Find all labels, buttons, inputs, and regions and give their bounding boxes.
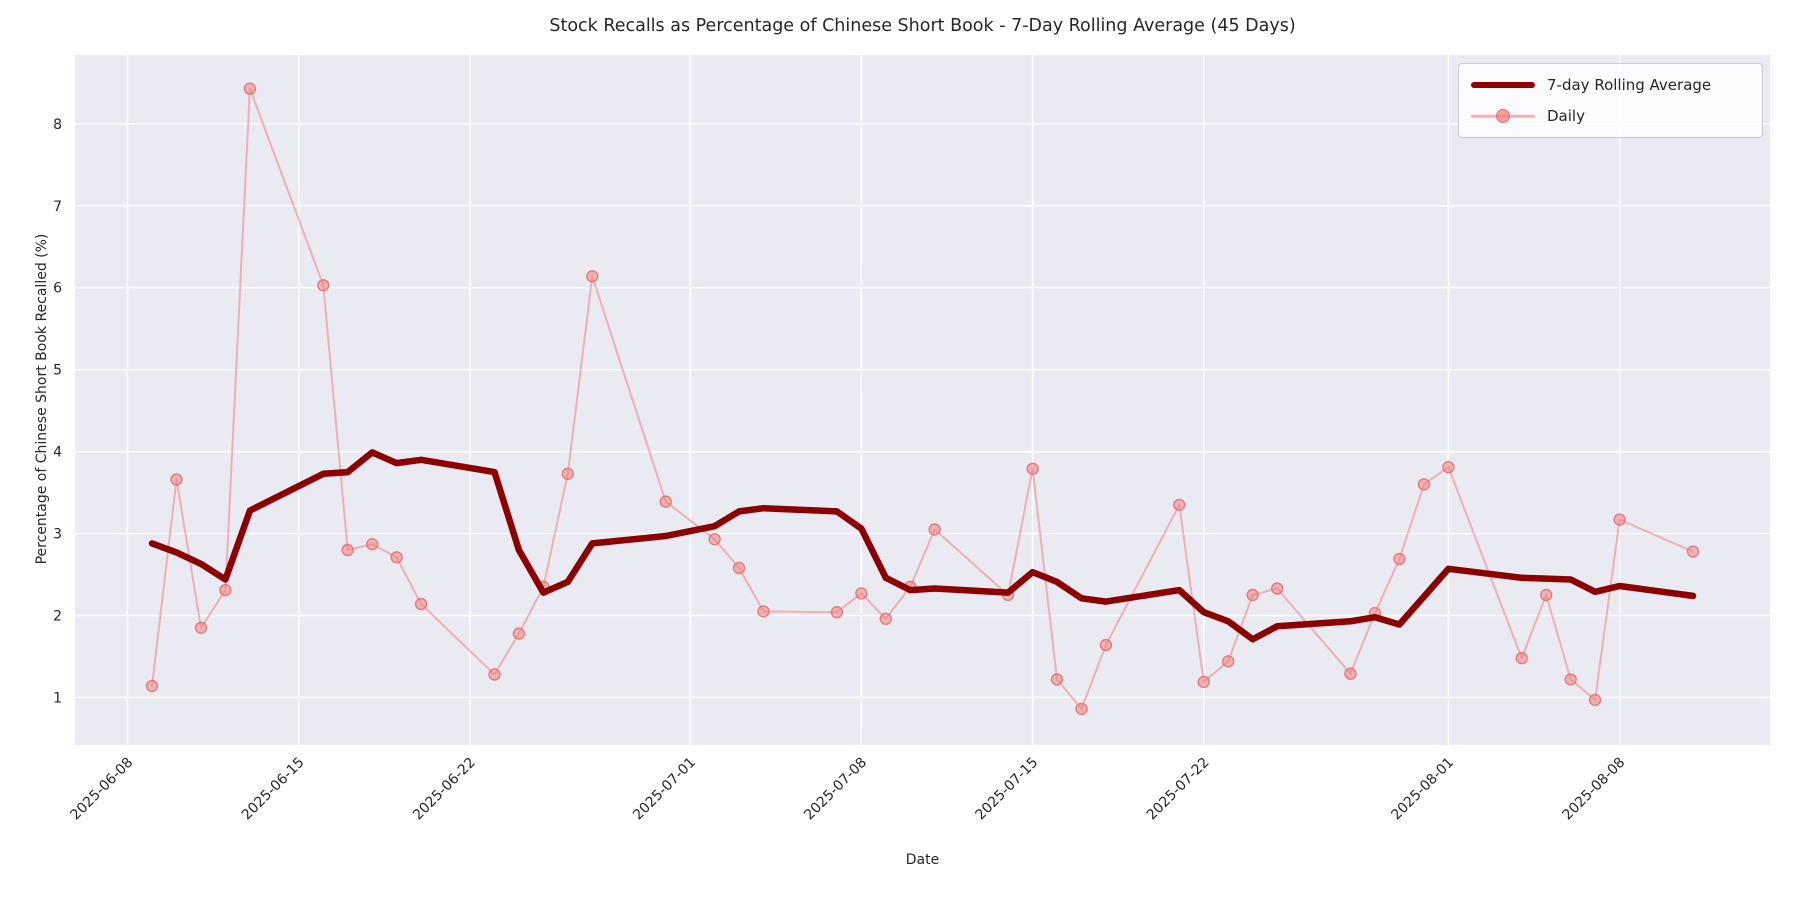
- y-tick-label: 3: [53, 527, 62, 543]
- x-tick-label: 2025-07-01: [630, 755, 699, 824]
- daily-marker: [390, 551, 403, 564]
- y-tick-label: 4: [53, 445, 62, 461]
- daily-marker: [1393, 552, 1406, 566]
- daily-marker: [170, 473, 183, 486]
- daily-marker: [928, 523, 941, 536]
- y-tick-label: 8: [53, 117, 62, 133]
- chart-title: Stock Recalls as Percentage of Chinese S…: [549, 16, 1296, 36]
- y-tick-label: 7: [53, 199, 62, 215]
- x-tick-label: 2025-08-08: [1560, 755, 1629, 824]
- plot-panel: [75, 55, 1770, 745]
- y-tick-label: 6: [53, 281, 62, 297]
- daily-marker: [341, 543, 354, 557]
- rolling-average-line-swatch-icon: [1471, 74, 1535, 96]
- daily-marker: [586, 270, 599, 283]
- daily-marker: [879, 612, 892, 625]
- daily-marker: [1515, 651, 1528, 665]
- daily-marker: [1417, 478, 1431, 491]
- daily-marker: [243, 82, 257, 95]
- daily-marker: [219, 583, 232, 597]
- daily-marker: [732, 561, 746, 575]
- x-tick-label: 2025-06-15: [239, 755, 308, 824]
- daily-marker: [1344, 667, 1357, 680]
- daily-marker: [366, 538, 379, 551]
- daily-marker: [1173, 498, 1186, 512]
- legend-item-daily: Daily: [1471, 105, 1750, 127]
- daily-marker: [1270, 582, 1284, 595]
- daily-marker: [1442, 461, 1455, 474]
- daily-line-swatch-icon: [1471, 105, 1535, 127]
- daily-marker: [1686, 545, 1700, 558]
- daily-marker: [1075, 702, 1088, 716]
- daily-marker: [317, 279, 330, 292]
- legend: 7-day Rolling Average Daily: [1458, 63, 1763, 138]
- daily-marker: [1221, 655, 1235, 668]
- daily-marker: [1050, 673, 1064, 686]
- legend-label-daily: Daily: [1547, 107, 1585, 125]
- x-tick-label: 2025-06-08: [68, 755, 137, 824]
- x-axis-label: Date: [905, 852, 940, 868]
- x-tick-label: 2025-07-15: [973, 755, 1042, 824]
- daily-marker: [1588, 693, 1602, 707]
- legend-label-rolling-average: 7-day Rolling Average: [1547, 76, 1712, 94]
- daily-marker: [708, 533, 721, 546]
- x-tick-label: 2025-08-01: [1388, 755, 1457, 824]
- daily-marker: [145, 679, 159, 693]
- daily-marker: [1246, 588, 1259, 602]
- daily-marker: [855, 587, 868, 600]
- daily-marker: [1539, 588, 1553, 602]
- daily-marker: [488, 668, 501, 681]
- daily-marker: [757, 605, 770, 618]
- daily-marker: [1613, 513, 1626, 526]
- rolling-average-line: [148, 449, 1697, 643]
- daily-marker: [1099, 638, 1113, 652]
- daily-marker: [1026, 462, 1039, 475]
- legend-item-rolling-average: 7-day Rolling Average: [1471, 74, 1750, 96]
- y-tick-label: 1: [53, 690, 62, 706]
- daily-marker: [830, 606, 844, 619]
- y-tick-label: 2: [53, 609, 62, 625]
- x-tick-label: 2025-07-22: [1144, 755, 1213, 824]
- x-tick-label: 2025-06-22: [410, 755, 479, 824]
- daily-marker: [1197, 675, 1211, 689]
- daily-marker: [414, 597, 428, 611]
- daily-marker: [659, 495, 672, 508]
- daily-marker: [561, 467, 574, 480]
- y-tick-label: 5: [53, 363, 62, 379]
- daily-marker: [1564, 673, 1577, 686]
- daily-marker: [194, 621, 208, 634]
- x-tick-label: 2025-07-08: [801, 755, 870, 824]
- daily-marker: [512, 627, 526, 640]
